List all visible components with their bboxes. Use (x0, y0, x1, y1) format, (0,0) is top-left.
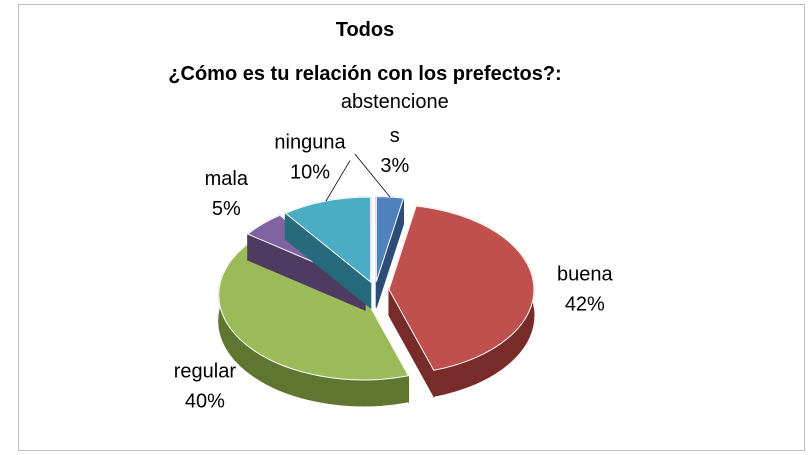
data-label-value: 3% (380, 155, 409, 177)
data-label: regular (174, 360, 237, 382)
data-label-line: abstencione (341, 91, 449, 113)
chart-subtitle: ¿Cómo es tu relación con los prefectos?: (168, 63, 561, 85)
leader-line (325, 160, 351, 202)
data-label: ninguna (274, 132, 346, 154)
slice-top (218, 244, 410, 381)
data-label: buena (557, 264, 613, 286)
slice-top (284, 196, 372, 284)
data-label: mala (205, 168, 249, 190)
data-label-line: s (390, 125, 400, 147)
chart-title: Todos (336, 19, 395, 41)
slice-top (388, 205, 535, 371)
slice (375, 196, 405, 308)
data-label: abstencione s (341, 91, 449, 147)
slice-top (375, 196, 405, 282)
data-label-value: 5% (212, 198, 241, 220)
data-label-value: 40% (185, 390, 225, 412)
data-label-value: 10% (290, 162, 330, 184)
leader-line (354, 153, 391, 198)
slice (284, 196, 372, 310)
data-label-value: 42% (565, 294, 605, 316)
slice (388, 205, 535, 399)
